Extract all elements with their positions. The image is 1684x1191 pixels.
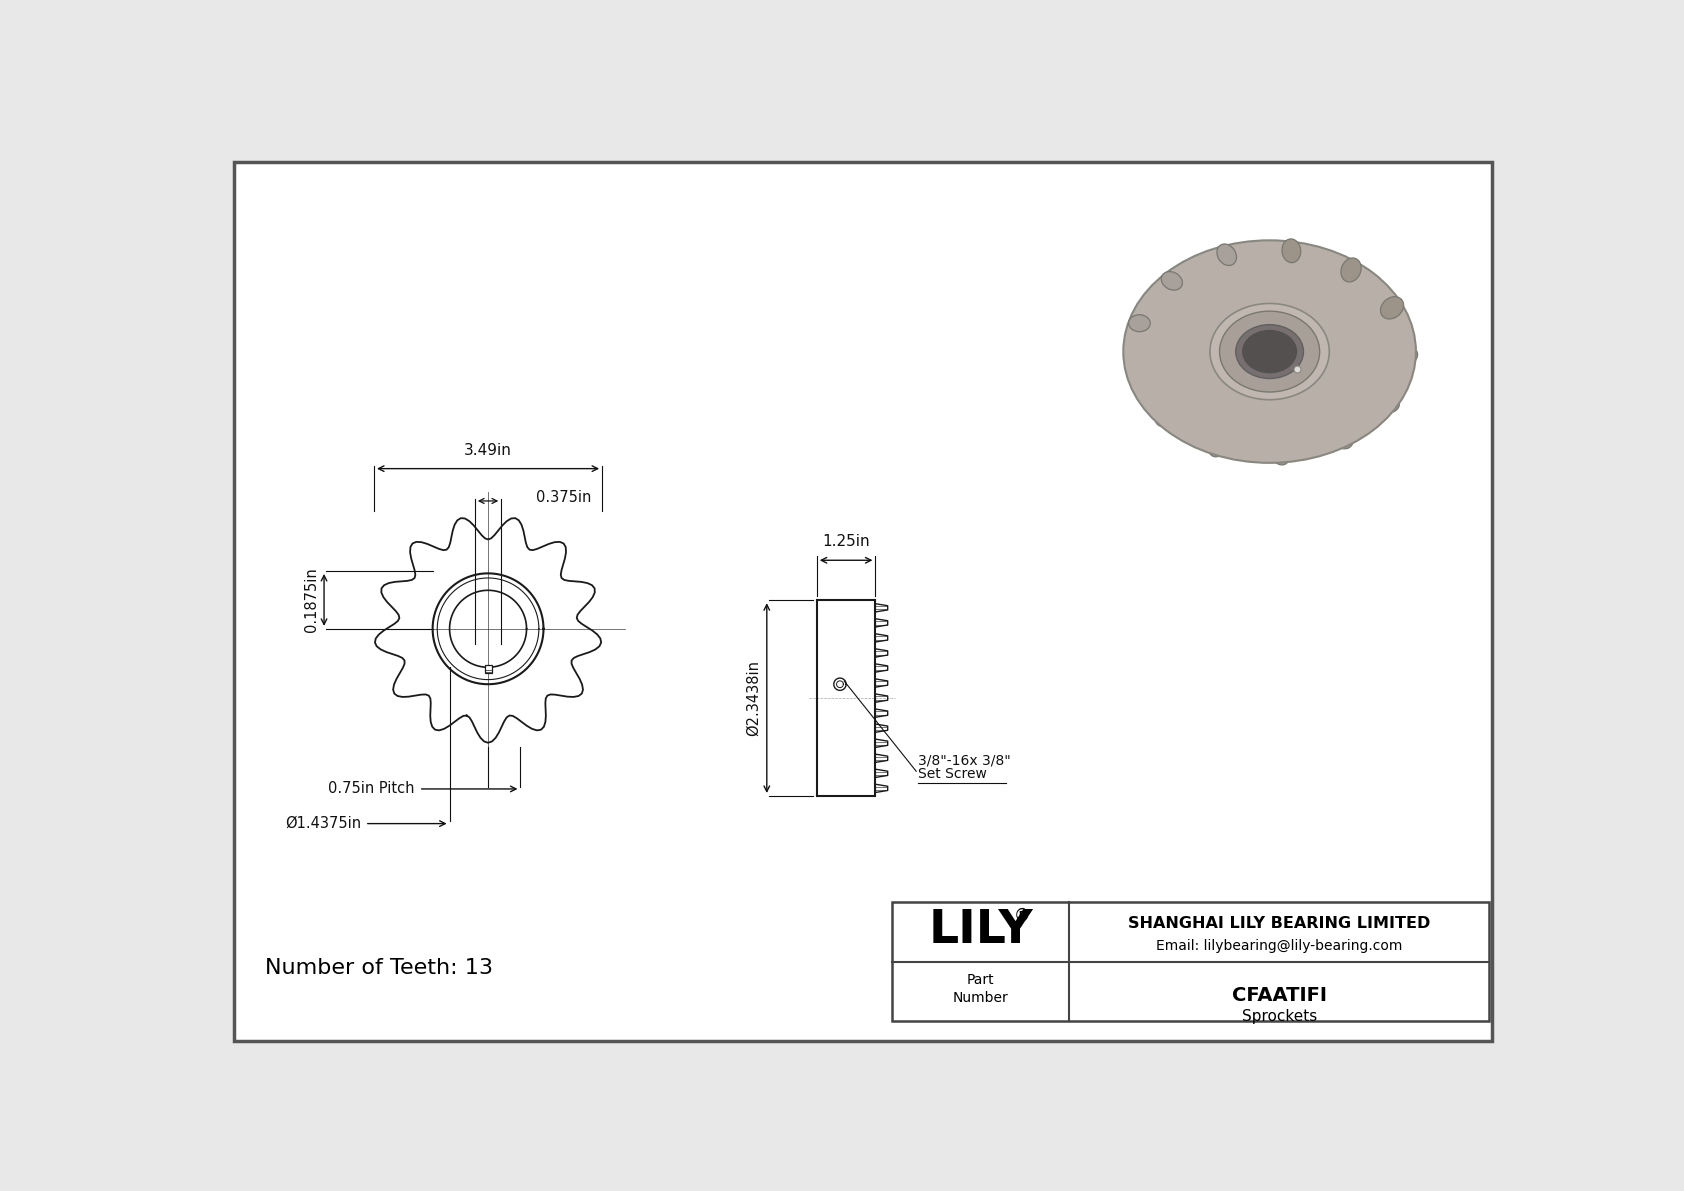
Text: ®: ® [1014, 906, 1031, 924]
Text: 0.75in Pitch: 0.75in Pitch [328, 781, 414, 797]
Bar [893, 902, 1489, 1022]
Text: 3.49in: 3.49in [465, 443, 512, 457]
Ellipse shape [1162, 272, 1182, 291]
Text: Set Screw: Set Screw [918, 767, 987, 781]
Ellipse shape [1374, 393, 1399, 413]
Text: Ø2.3438in: Ø2.3438in [746, 660, 761, 736]
Text: Number of Teeth: 13: Number of Teeth: 13 [264, 958, 493, 978]
Ellipse shape [1218, 244, 1236, 266]
Ellipse shape [1123, 241, 1416, 463]
Ellipse shape [1243, 330, 1297, 373]
Text: SHANGHAI LILY BEARING LIMITED: SHANGHAI LILY BEARING LIMITED [1128, 916, 1430, 931]
Text: LILY: LILY [928, 909, 1034, 953]
Ellipse shape [1271, 442, 1290, 464]
Ellipse shape [1155, 406, 1174, 426]
Ellipse shape [1207, 435, 1226, 457]
Ellipse shape [1236, 325, 1303, 379]
Ellipse shape [1127, 363, 1147, 381]
Text: Ø1.4375in: Ø1.4375in [285, 816, 360, 831]
Ellipse shape [1128, 314, 1150, 331]
Ellipse shape [1209, 304, 1329, 400]
Ellipse shape [1340, 258, 1361, 282]
Ellipse shape [1202, 318, 1310, 404]
Ellipse shape [1330, 426, 1354, 449]
Text: Part
Number: Part Number [953, 973, 1009, 1005]
Text: 0.375in: 0.375in [536, 490, 591, 505]
Text: 3/8"-16x 3/8": 3/8"-16x 3/8" [918, 754, 1010, 767]
Ellipse shape [1282, 239, 1300, 263]
Ellipse shape [1219, 311, 1320, 392]
Ellipse shape [1381, 297, 1403, 319]
Text: Sprockets: Sprockets [1241, 1009, 1317, 1024]
Bar [485, 665, 492, 673]
Ellipse shape [1393, 345, 1418, 366]
Text: CFAATIFI: CFAATIFI [1231, 986, 1327, 1005]
Text: 1.25in: 1.25in [822, 535, 871, 549]
Text: 0.1875in: 0.1875in [305, 568, 320, 632]
Text: Email: lilybearing@lily-bearing.com: Email: lilybearing@lily-bearing.com [1155, 940, 1403, 953]
